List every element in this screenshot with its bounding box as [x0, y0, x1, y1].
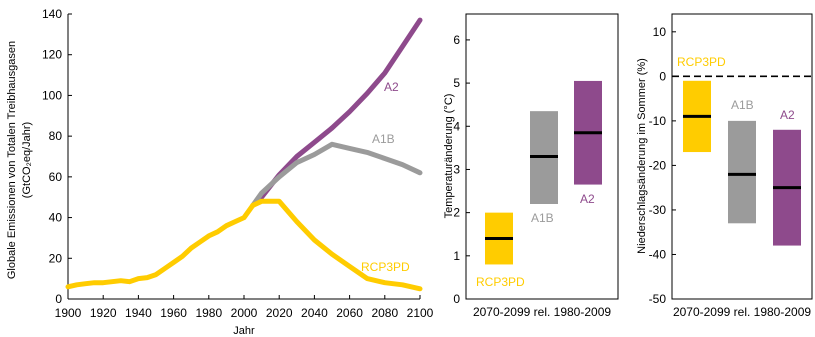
emissions-y-tick-label: 0 [55, 292, 62, 306]
precipitation-y-axis-label: Niederschlagsänderung im Sommer (%) [636, 58, 648, 254]
precipitation-y-tick-label: 10 [653, 25, 667, 39]
temperature-panel: 0 1 2 3 4 5 6 Temperaturänderung (°C) 2070-209… [443, 13, 619, 319]
emissions-x-tick-label: 2040 [301, 306, 328, 320]
precipitation-frame [671, 13, 813, 300]
scenario-lines-layer [250, 17, 423, 292]
temperature-y-axis-label: Temperaturänderung (°C) [443, 94, 455, 219]
precip-label-a1b: A1B [731, 98, 754, 112]
precipitation-y-tick-label: -20 [649, 158, 667, 172]
precipitation-x-axis-label: 2070-2099 rel. 1980-2009 [673, 305, 811, 319]
emissions-y-axis-label: Globale Emissionen von Totalen Treibhaus… [6, 41, 18, 279]
temperature-y-ticks: 0 1 2 3 4 5 6 [453, 33, 470, 306]
precipitation-panel: 10 0 -10 -20 -30 -40 -50 Niederschlagsänderung… [636, 13, 813, 319]
temp-label-rcp3pd: RCP3PD [476, 275, 525, 289]
emissions-y-axis-unit: (GtCO₂eq/Jahr) [21, 122, 33, 198]
temp-label-a1b: A1B [531, 211, 554, 225]
emissions-y-tick-label: 140 [42, 7, 62, 21]
precipitation-y-tick-label: 0 [659, 69, 666, 83]
temp-label-a2: A2 [580, 192, 595, 206]
emissions-x-tick-label: 2020 [266, 306, 293, 320]
precipitation-y-tick-label: -50 [649, 292, 667, 306]
series-label-rcp3pd: RCP3PD [361, 260, 410, 274]
temperature-x-axis-label: 2070-2099 rel. 1980-2009 [473, 305, 611, 319]
temperature-y-tick-label: 1 [453, 249, 460, 263]
emissions-y-tick-label: 120 [42, 48, 62, 62]
emissions-x-tick-label: 1980 [195, 306, 222, 320]
emissions-y-tick-label: 60 [49, 170, 63, 184]
emissions-y-tick-label: 80 [49, 129, 63, 143]
emissions-x-tick-label: 2100 [407, 306, 434, 320]
emissions-x-axis-label: Jahr [233, 325, 255, 337]
emissions-panel: 1900 1920 1940 1960 1980 2000 2020 2040 2060 2080… [6, 7, 434, 337]
emissions-line-historical [65, 202, 256, 290]
series-label-a1b: A1B [372, 132, 395, 146]
precipitation-range-bar-a1b [728, 120, 756, 224]
emissions-y-tick-label: 100 [42, 88, 62, 102]
emissions-x-ticks: 1900 1920 1940 1960 1980 2000 2020 2040 2060 2080… [55, 295, 434, 320]
emissions-x-tick-label: 1920 [90, 306, 117, 320]
temperature-range-bars [485, 80, 602, 265]
emissions-x-tick-label: 2080 [371, 306, 398, 320]
emissions-x-tick-label: 2000 [231, 306, 258, 320]
precipitation-range-bars [683, 80, 801, 246]
temperature-y-tick-label: 2 [453, 206, 460, 220]
precipitation-y-tick-label: -10 [649, 114, 667, 128]
emissions-x-tick-label: 1900 [55, 306, 82, 320]
historical-emissions-layer [65, 202, 256, 290]
series-label-a2: A2 [384, 80, 399, 94]
temperature-frame [465, 13, 619, 300]
emissions-x-tick-label: 1960 [160, 306, 187, 320]
emissions-line-a1b [250, 141, 423, 208]
precip-label-a2: A2 [780, 108, 795, 122]
emissions-y-tick-label: 20 [49, 251, 63, 265]
temperature-y-tick-label: 0 [453, 292, 460, 306]
emissions-y-tick-label: 40 [49, 211, 63, 225]
temperature-y-tick-label: 5 [453, 76, 460, 90]
temperature-y-tick-label: 4 [453, 119, 460, 133]
temperature-y-tick-label: 3 [453, 162, 460, 176]
precipitation-y-ticks: 10 0 -10 -20 -30 -40 -50 [649, 25, 676, 306]
emissions-y-ticks: 0 20 40 60 80 100 120 140 [42, 7, 72, 306]
emissions-x-tick-label: 1940 [125, 306, 152, 320]
emissions-x-tick-label: 2060 [336, 306, 363, 320]
precip-label-rcp3pd: RCP3PD [677, 55, 726, 69]
precipitation-y-tick-label: -40 [649, 247, 667, 261]
temperature-y-tick-label: 6 [453, 33, 460, 47]
precipitation-y-tick-label: -30 [649, 203, 667, 217]
emissions-line-rcp3pd [250, 198, 423, 292]
